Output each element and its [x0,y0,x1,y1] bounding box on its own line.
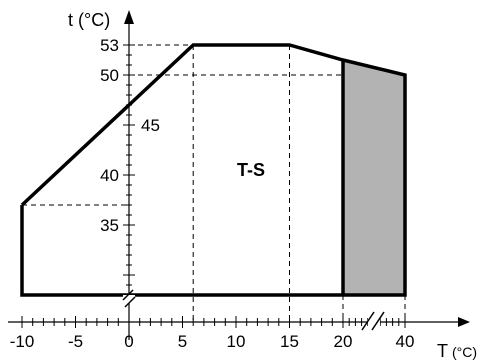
x-tick-labels: -10 -5 0 5 10 15 20 40 [10,332,415,351]
y-tick-label: 45 [141,116,160,135]
y-tick-labels: 53 50 45 40 35 [100,36,160,235]
y-tick-label: 35 [100,216,119,235]
x-tick-label: 10 [227,332,246,351]
y-axis-arrow [124,10,134,24]
x-tick-label: 40 [396,332,415,351]
x-axis-title-letter: T [437,341,448,361]
x-axis-title: T (°C) [437,341,477,361]
x-tick-label: 15 [280,332,299,351]
x-axis-break [361,311,385,331]
x-axis-title-unit: (°C) [452,344,477,360]
y-axis-title: t (°C) [68,10,110,30]
y-axis-break [122,289,136,308]
x-tick-label: 5 [178,332,187,351]
y-tick-label: 53 [100,36,119,55]
x-axis-arrow [458,317,470,327]
operating-envelope [20,43,407,297]
shaded-region [343,60,405,295]
x-tick-label: 20 [334,332,353,351]
x-tick-label: 0 [124,332,133,351]
y-tick-label: 40 [100,166,119,185]
y-tick-label: 50 [100,66,119,85]
x-tick-label: -10 [10,332,35,351]
x-tick-label: -5 [68,332,83,351]
region-label: T-S [237,160,265,180]
